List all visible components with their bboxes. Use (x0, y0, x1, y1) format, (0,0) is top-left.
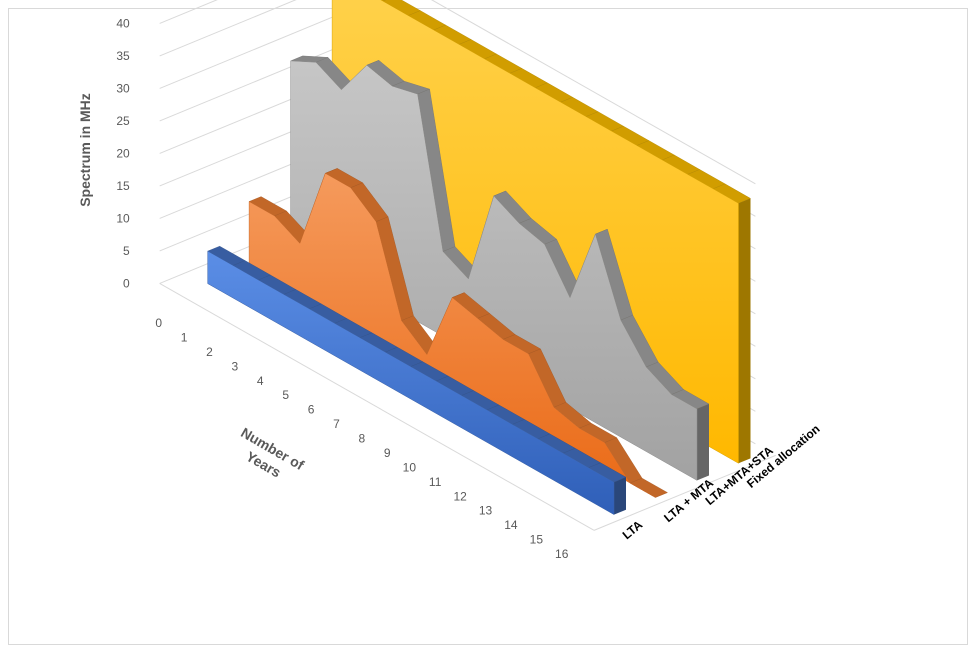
x-tick-label: 6 (308, 403, 315, 417)
gridline-side-35 (159, 0, 297, 57)
x-axis-title: Number ofYears (229, 424, 307, 489)
y-axis-title: Spectrum in MHz (77, 93, 93, 207)
gridline-side-30 (159, 13, 342, 89)
x-tick-label: 14 (504, 518, 518, 532)
y-tick-label: 0 (123, 276, 130, 290)
y-tick-label: 10 (116, 211, 130, 225)
x-tick-label: 3 (232, 359, 239, 373)
x-tick-label: 10 (403, 460, 417, 474)
x-tick-label: 11 (429, 475, 442, 489)
x-tick-label: 12 (453, 489, 467, 503)
series-lta (207, 245, 627, 516)
y-tick-label: 35 (116, 49, 130, 63)
x-tick-label: 2 (206, 345, 213, 359)
gridline-side-40 (159, 0, 218, 24)
y-tick-label: 15 (116, 179, 130, 193)
series-layer (207, 0, 751, 516)
x-tick-label: 13 (479, 504, 493, 518)
series-end-cap (614, 477, 626, 515)
y-tick-label: 30 (116, 81, 130, 95)
floor-front-line (159, 283, 595, 531)
series-front-face (248, 172, 656, 498)
y-tick-label: 20 (116, 146, 130, 160)
series-end-cap (738, 198, 751, 464)
series-front-face (207, 250, 615, 516)
x-tick-label: 0 (155, 316, 162, 330)
y-tick-label: 25 (116, 114, 130, 128)
x-tick-label: 5 (282, 388, 289, 402)
series-axis-label: LTA (620, 517, 646, 542)
x-tick-label: 9 (384, 446, 391, 460)
gridline-back-40 (431, 0, 756, 185)
series-front-face (290, 60, 698, 481)
x-tick-label: 7 (333, 417, 340, 431)
y-tick-label: 40 (116, 16, 130, 30)
x-tick-label: 8 (359, 432, 366, 446)
x-tick-label: 4 (257, 374, 264, 388)
x-tick-label: 16 (555, 547, 569, 561)
x-tick-label: 15 (530, 533, 544, 547)
series-end-cap (697, 404, 709, 481)
y-tick-label: 5 (123, 244, 130, 258)
series-lta-mta (248, 168, 668, 498)
series-top-face-segment (629, 477, 668, 498)
series-lta-mta-sta (290, 55, 710, 481)
x-tick-label: 1 (181, 330, 188, 344)
floor-right-line (593, 454, 776, 531)
